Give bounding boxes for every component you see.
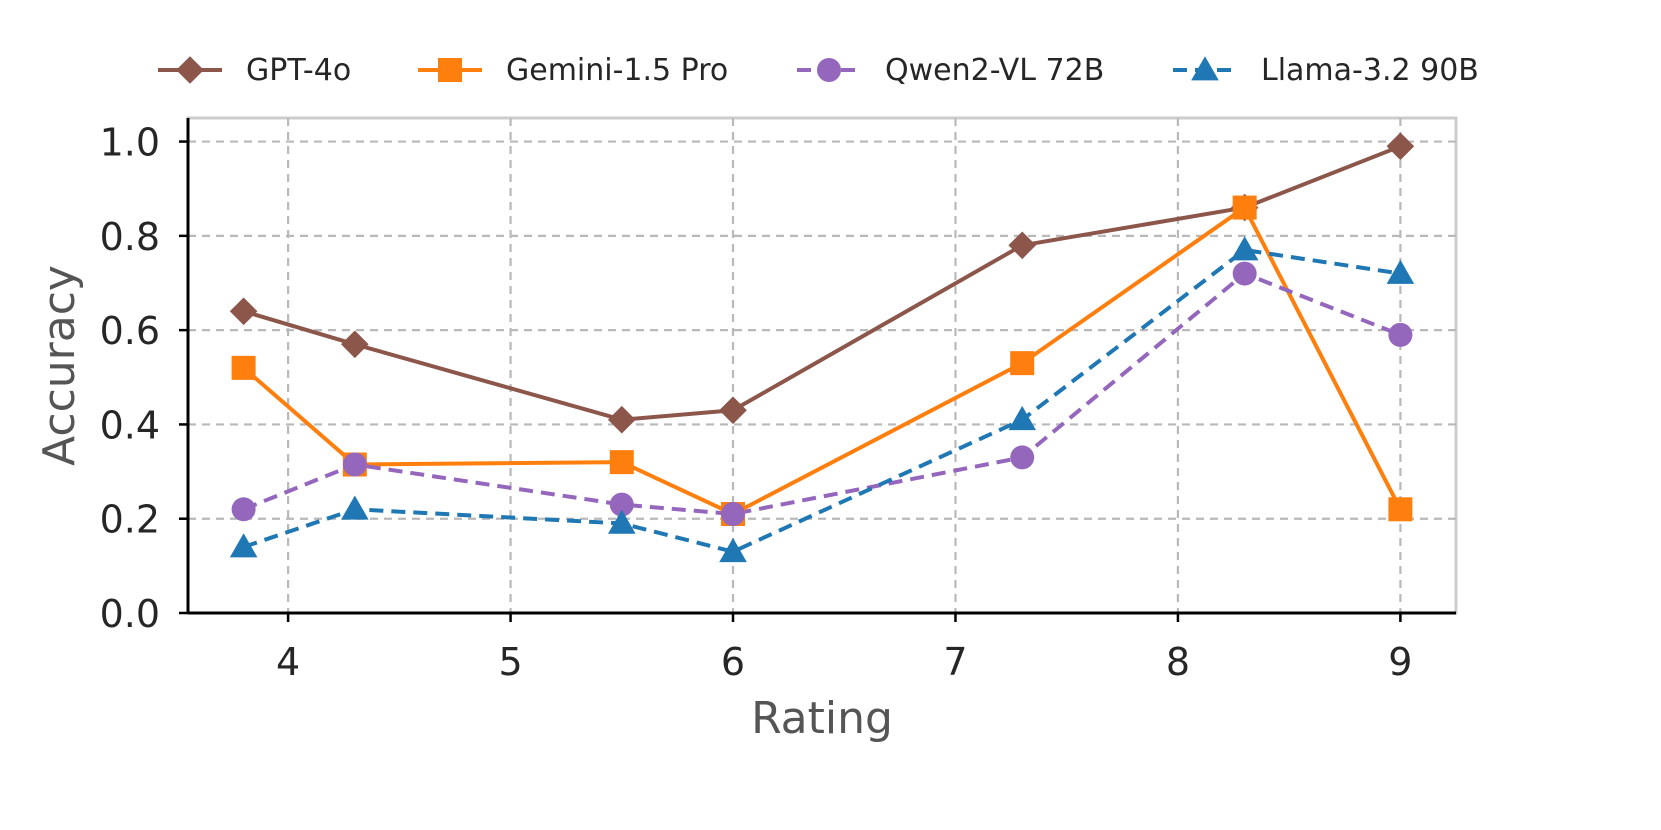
y-tick-label: 0.2: [100, 498, 160, 542]
x-tick-label: 8: [1166, 640, 1190, 684]
x-tick-label: 7: [943, 640, 967, 684]
data-point-gpt-4o: [229, 297, 258, 326]
series-line-qwen2-vl-72b: [242, 271, 1402, 516]
legend-marker-llama-3-2-90b: [1191, 56, 1219, 81]
series-markers: [229, 132, 1415, 563]
x-tick-label: 5: [498, 640, 522, 684]
x-tick-label: 6: [721, 640, 745, 684]
data-point-qwen2-vl-72b: [1388, 322, 1413, 347]
data-point-gpt-4o: [719, 396, 747, 425]
data-point-gemini-1-5-pro: [231, 355, 256, 380]
data-point-qwen2-vl-72b: [342, 452, 367, 477]
data-point-llama-3-2-90b: [229, 533, 258, 558]
data-point-gemini-1-5-pro: [1010, 351, 1035, 376]
plot-frame: [186, 116, 1458, 615]
data-point-gpt-4o: [1008, 231, 1037, 260]
y-tick-label: 1.0: [100, 121, 160, 165]
legend-marker-gpt-4o: [176, 56, 204, 84]
series-line-llama-3-2-90b: [242, 248, 1401, 554]
data-point-gemini-1-5-pro: [609, 450, 634, 475]
legend: GPT-4o Gemini-1.5 Pro Qwen2-VL 72B Llama-3.…: [158, 53, 1479, 88]
data-point-gemini-1-5-pro: [1388, 497, 1413, 522]
legend-label-gpt-4o: GPT-4o: [246, 53, 351, 88]
data-point-llama-3-2-90b: [1008, 405, 1037, 431]
legend-marker-qwen2-vl-72b: [817, 58, 841, 82]
series-lines: [242, 144, 1403, 554]
y-axis-title: Accuracy: [34, 265, 85, 466]
data-point-llama-3-2-90b: [719, 537, 747, 563]
data-point-llama-3-2-90b: [341, 495, 369, 520]
legend-label-llama-3-2-90b: Llama-3.2 90B: [1261, 53, 1479, 88]
legend-label-qwen2-vl-72b: Qwen2-VL 72B: [885, 53, 1104, 88]
x-tick-label: 9: [1388, 640, 1412, 684]
data-point-qwen2-vl-72b: [609, 492, 634, 517]
data-point-llama-3-2-90b: [1386, 259, 1415, 284]
data-point-qwen2-vl-72b: [1010, 445, 1035, 470]
y-tick-label: 0.8: [100, 215, 160, 259]
data-point-gemini-1-5-pro: [1232, 195, 1257, 220]
data-point-qwen2-vl-72b: [231, 497, 256, 522]
data-point-gpt-4o: [341, 330, 369, 359]
data-point-llama-3-2-90b: [1230, 236, 1259, 261]
data-point-gpt-4o: [1386, 132, 1415, 161]
data-point-gpt-4o: [607, 405, 636, 434]
data-point-qwen2-vl-72b: [721, 502, 746, 526]
y-tick-label: 0.4: [100, 403, 160, 447]
y-ticks: 0.0 0.2 0.4 0.6 0.8 1.0: [100, 121, 188, 636]
x-axis-title: Rating: [751, 693, 893, 744]
legend-marker-gemini-1-5-pro: [438, 58, 462, 82]
grid: [188, 118, 1456, 613]
y-tick-label: 0.0: [100, 592, 160, 636]
series-line-gpt-4o: [243, 144, 1402, 422]
y-tick-label: 0.6: [100, 309, 160, 353]
data-point-llama-3-2-90b: [607, 509, 636, 534]
data-point-qwen2-vl-72b: [1232, 261, 1257, 286]
x-tick-label: 4: [276, 640, 300, 684]
legend-label-gemini-1-5-pro: Gemini-1.5 Pro: [506, 53, 728, 88]
x-ticks: 4 5 6 7 8 9: [276, 613, 1412, 684]
